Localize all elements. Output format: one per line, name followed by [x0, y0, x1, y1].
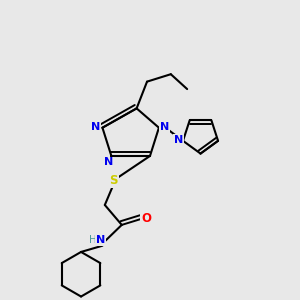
Text: N: N	[160, 122, 170, 132]
Text: N: N	[91, 122, 101, 132]
Text: O: O	[141, 212, 152, 225]
Text: N: N	[96, 236, 105, 245]
Text: N: N	[174, 135, 184, 145]
Text: S: S	[110, 174, 118, 187]
Text: N: N	[104, 158, 113, 167]
Text: H: H	[89, 236, 97, 245]
